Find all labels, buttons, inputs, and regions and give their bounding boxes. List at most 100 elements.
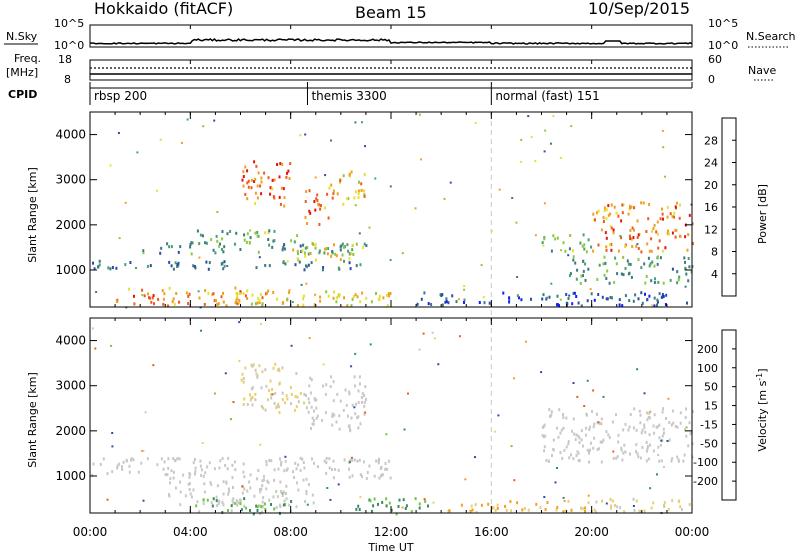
velocity-cell xyxy=(683,453,686,457)
power-cell xyxy=(627,262,630,266)
velocity-cell xyxy=(348,424,351,428)
power-cell xyxy=(601,295,604,299)
velocity-cell xyxy=(395,512,398,516)
power-cell xyxy=(544,129,547,132)
power-cell xyxy=(666,206,669,209)
velocity-cell xyxy=(564,509,567,513)
velocity-cell xyxy=(624,450,627,454)
power-cell xyxy=(658,239,661,243)
velocity-cell xyxy=(116,464,119,468)
power-cell xyxy=(215,299,217,303)
power-cell xyxy=(109,267,112,271)
power-cell xyxy=(243,233,246,237)
power-cell xyxy=(656,298,659,302)
velocity-cell xyxy=(577,434,580,438)
power-cell xyxy=(671,231,674,235)
power-cell xyxy=(569,234,572,237)
x-tick-label: 20:00 xyxy=(574,525,609,539)
power-cell xyxy=(630,205,633,209)
power-cell xyxy=(239,290,242,294)
power-cell xyxy=(168,286,171,290)
velocity-cell xyxy=(283,499,286,503)
power-cell xyxy=(654,277,656,281)
power-cell xyxy=(292,248,295,252)
velocity-cell xyxy=(365,397,367,401)
power-cell xyxy=(605,297,608,301)
velocity-cell xyxy=(397,505,400,508)
velocity-cell xyxy=(266,398,269,402)
velocity-cell xyxy=(215,495,218,499)
velocity-colorbar-tick-label: 50 xyxy=(704,381,718,394)
velocity-cell xyxy=(380,473,383,477)
y-tick-label: 2000 xyxy=(55,218,86,232)
power-cell xyxy=(355,264,358,268)
power-cell xyxy=(613,205,616,209)
velocity-cell xyxy=(270,393,273,397)
power-cell xyxy=(348,173,351,177)
power-cell xyxy=(225,304,228,308)
power-cell xyxy=(229,230,232,233)
power-cell xyxy=(324,247,327,251)
power-cell xyxy=(238,299,241,302)
power-cell xyxy=(647,256,650,260)
power-cell xyxy=(632,299,635,303)
power-cell xyxy=(518,296,520,300)
velocity-cell xyxy=(433,337,436,340)
velocity-cell xyxy=(629,452,631,456)
velocity-cell xyxy=(585,433,587,437)
velocity-cell xyxy=(213,392,216,395)
power-cell xyxy=(157,297,160,301)
velocity-cell xyxy=(580,438,583,442)
power-cell xyxy=(543,237,546,241)
velocity-cell xyxy=(279,505,282,508)
velocity-cell xyxy=(259,490,262,494)
power-cell xyxy=(530,136,533,139)
velocity-cell xyxy=(263,478,265,482)
velocity-cell xyxy=(241,372,244,376)
velocity-cell xyxy=(355,507,358,511)
power-cell xyxy=(515,221,518,224)
power-cell xyxy=(375,292,377,295)
velocity-cell xyxy=(254,392,257,396)
velocity-cell xyxy=(313,396,316,400)
power-cell xyxy=(129,261,132,264)
power-cell xyxy=(684,266,687,270)
velocity-cell xyxy=(227,456,230,460)
power-cell xyxy=(258,301,261,304)
power-cell xyxy=(173,302,176,306)
velocity-cell xyxy=(562,413,564,417)
power-cell xyxy=(235,298,238,302)
power-cell xyxy=(219,242,221,246)
velocity-cell xyxy=(202,474,205,478)
power-cell xyxy=(676,270,679,274)
power-cell xyxy=(253,160,256,164)
velocity-cell xyxy=(568,456,571,460)
velocity-cell xyxy=(633,508,636,512)
velocity-cell xyxy=(126,459,128,463)
x-axis-label: Time UT xyxy=(367,541,413,554)
velocity-cell xyxy=(281,391,284,395)
velocity-cell xyxy=(308,384,311,388)
power-cell xyxy=(221,230,224,233)
velocity-cell xyxy=(236,503,239,507)
velocity-cell xyxy=(188,475,191,479)
power-cell xyxy=(257,296,260,300)
velocity-cell xyxy=(612,450,615,453)
power-cell xyxy=(653,281,656,284)
velocity-cell xyxy=(297,488,300,492)
power-cell xyxy=(586,299,589,303)
velocity-cell xyxy=(359,473,362,477)
velocity-cell xyxy=(363,412,366,416)
velocity-cell xyxy=(535,502,538,506)
power-cell xyxy=(276,163,279,166)
velocity-cell xyxy=(307,397,310,401)
power-cell xyxy=(608,281,611,285)
power-cell xyxy=(251,293,254,297)
velocity-cell xyxy=(657,454,660,456)
velocity-cell xyxy=(256,477,259,481)
power-cell xyxy=(617,214,620,218)
power-cell xyxy=(322,266,325,269)
power-cell xyxy=(282,301,285,305)
velocity-cell xyxy=(627,428,630,432)
power-cell xyxy=(246,169,249,173)
